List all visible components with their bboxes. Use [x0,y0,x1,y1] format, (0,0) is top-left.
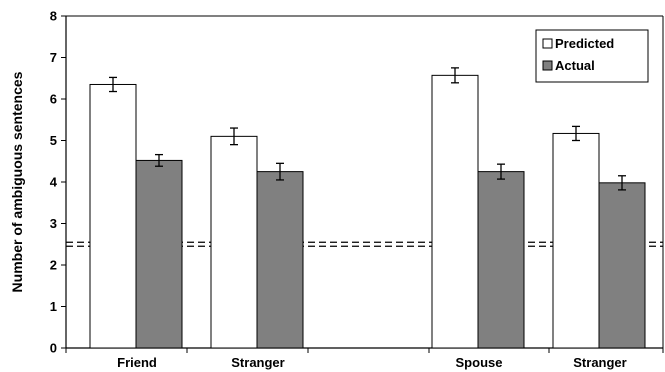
bar-actual-3 [598,182,646,349]
bar-predicted-1 [210,135,258,349]
y-tick-label-2: 2 [50,258,57,273]
y-axis-title: Number of ambiguous sentences [9,71,25,292]
bar-predicted-3 [552,132,600,349]
y-tick-label-3: 3 [50,216,57,231]
x-category-label-0: Friend [117,355,157,370]
bar-actual-2 [477,171,525,349]
y-tick-label-1: 1 [50,299,57,314]
y-tick-label-6: 6 [50,92,57,107]
x-category-label-2: Spouse [456,355,503,370]
bar-predicted-0 [89,83,137,349]
y-tick-label-5: 5 [50,133,57,148]
bar-predicted-2 [431,74,479,349]
x-category-label-1: Stranger [231,355,284,370]
legend-label-actual: Actual [555,58,595,73]
x-category-label-3: Stranger [573,355,626,370]
bar-actual-1 [256,171,304,349]
y-tick-label-7: 7 [50,50,57,65]
legend-label-predicted: Predicted [555,36,614,51]
y-tick-label-0: 0 [50,341,57,356]
legend-swatch-predicted [542,38,553,49]
y-tick-label-8: 8 [50,9,57,24]
legend-box [535,29,649,83]
bar-actual-0 [135,159,183,349]
y-tick-label-4: 4 [50,175,58,190]
legend-swatch-actual [542,60,553,71]
